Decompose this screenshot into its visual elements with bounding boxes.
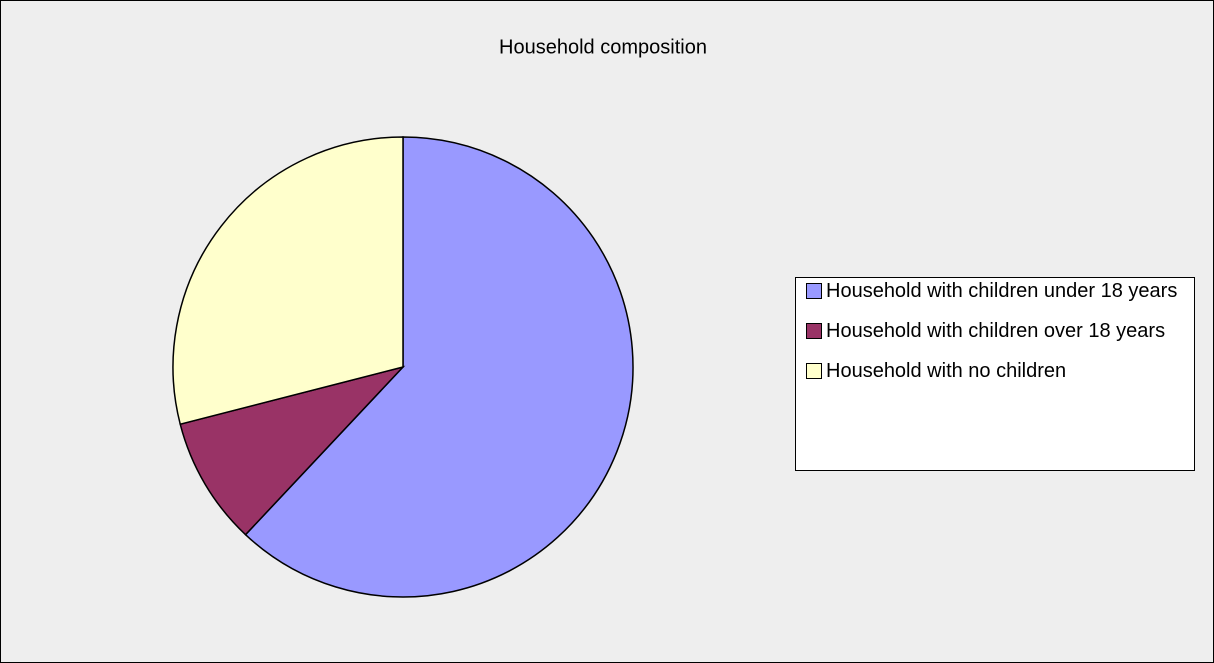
pie-slice <box>179 365 406 536</box>
legend-item: Household with children over 18 years <box>806 318 1186 344</box>
legend-item: Household with children under 18 years <box>806 278 1186 304</box>
legend-label: Household with no children <box>826 360 1067 382</box>
legend-item: Household with no children <box>806 358 1186 384</box>
legend-swatch <box>806 323 822 339</box>
legend-swatch <box>806 363 822 379</box>
legend-label: Household with children over 18 years <box>826 320 1166 342</box>
pie-slice <box>172 136 404 426</box>
chart-title: Household composition <box>499 36 707 58</box>
legend: Household with children under 18 years Ho… <box>795 277 1195 471</box>
legend-swatch <box>806 283 822 299</box>
pie-slice <box>244 136 634 598</box>
legend-label: Household with children under 18 years <box>826 280 1178 302</box>
